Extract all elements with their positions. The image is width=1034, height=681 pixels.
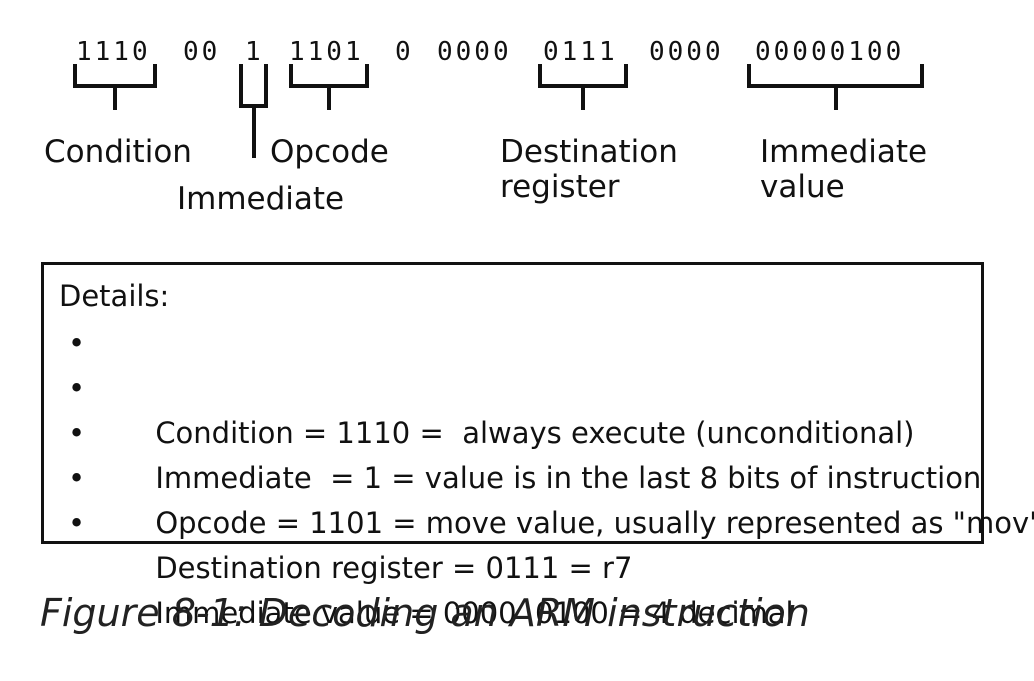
bullet-icon: • bbox=[68, 416, 86, 450]
details-item-immediate-value: • Immediate value = 0000 0100 = 4 decima… bbox=[68, 501, 1034, 630]
details-item-text: Immediate value = 0000 0100 = 4 decimal bbox=[155, 596, 794, 630]
label-condition: Condition bbox=[44, 134, 192, 170]
details-item-destination: • Destination register = 0111 = r7 bbox=[68, 456, 1034, 585]
bit-group-condition: 1110 bbox=[76, 37, 151, 67]
bit-group-immediate-value: 00000100 bbox=[755, 37, 905, 67]
details-item-opcode: • Opcode = 1101 = move value, usually re… bbox=[68, 411, 1034, 540]
bullet-icon: • bbox=[68, 506, 86, 540]
label-opcode: Opcode bbox=[270, 134, 389, 170]
details-heading: Details: bbox=[59, 279, 170, 313]
bit-group-opcode: 1101 bbox=[289, 37, 364, 67]
details-item-text: Opcode = 1101 = move value, usually repr… bbox=[155, 506, 1034, 540]
label-immediate: Immediate bbox=[177, 181, 345, 217]
bit-group-rotate: 0000 bbox=[649, 37, 724, 67]
bullet-icon: • bbox=[68, 461, 86, 495]
instruction-bits: 1110 00 1 1101 0 0000 0111 0000 00000100 bbox=[0, 35, 1034, 71]
details-list: • Condition = 1110 = always execute (unc… bbox=[68, 321, 1034, 630]
label-immediate-value: Immediate value bbox=[760, 134, 928, 205]
details-item-text: Condition = 1110 = always execute (uncon… bbox=[155, 416, 915, 450]
details-item-text: Immediate = 1 = value is in the last 8 b… bbox=[155, 461, 982, 495]
bullet-icon: • bbox=[68, 371, 86, 405]
bit-group-immediate-flag: 1 bbox=[245, 37, 264, 67]
bit-group-destination: 0111 bbox=[543, 37, 618, 67]
bit-group-set-flag: 0 bbox=[395, 37, 414, 67]
label-destination-register: Destination register bbox=[500, 134, 678, 205]
details-box: Details: • Condition = 1110 = always exe… bbox=[41, 262, 1034, 630]
bullet-icon: • bbox=[68, 326, 86, 360]
bit-group-first-operand: 0000 bbox=[437, 37, 512, 67]
details-item-immediate: • Immediate = 1 = value is in the last 8… bbox=[68, 366, 1034, 495]
details-item-condition: • Condition = 1110 = always execute (unc… bbox=[68, 321, 1034, 450]
details-item-text: Destination register = 0111 = r7 bbox=[155, 551, 633, 585]
bit-group-unused: 00 bbox=[183, 37, 221, 67]
figure-caption: Figure 8-1: Decoding an ARM instruction bbox=[40, 591, 810, 635]
immediate-brace bbox=[239, 64, 268, 158]
